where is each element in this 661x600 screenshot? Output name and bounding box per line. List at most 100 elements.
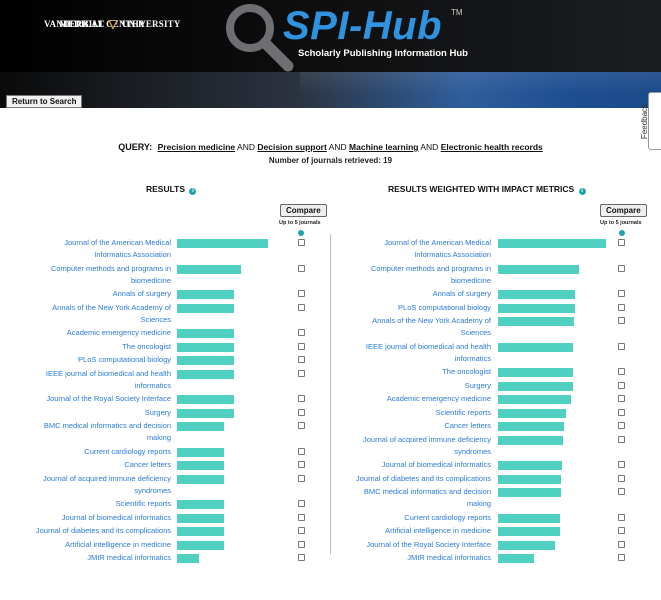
compare-checkbox[interactable]	[298, 513, 305, 521]
journal-link[interactable]: IEEE journal of biomedical and health inf…	[20, 368, 171, 392]
journal-link[interactable]: Surgery	[340, 380, 491, 392]
journal-link[interactable]: Scientific reports	[340, 407, 491, 419]
journal-link[interactable]: JMIR medical informatics	[340, 552, 491, 564]
compare-checkbox[interactable]	[298, 422, 305, 429]
journal-link[interactable]: Surgery	[20, 407, 171, 419]
journal-link[interactable]: PLoS computational biology	[340, 302, 491, 314]
journal-link[interactable]: Journal of biomedical informatics	[340, 459, 491, 471]
compare-checkbox[interactable]	[618, 422, 625, 429]
compare-checkbox[interactable]	[298, 329, 305, 336]
compare-limit-note: Up to 5 journals	[600, 220, 642, 226]
journal-link[interactable]: Academic emergency medicine	[340, 393, 491, 405]
feedback-tab[interactable]: Feedback	[640, 92, 661, 150]
journal-link[interactable]: Current cardiology reports	[340, 512, 491, 524]
journal-link[interactable]: IEEE journal of biomedical and health inf…	[340, 341, 491, 365]
journal-link[interactable]: The oncologist	[340, 366, 491, 378]
compare-checkbox[interactable]	[298, 554, 305, 561]
compare-checkbox[interactable]	[618, 408, 625, 416]
journal-link[interactable]: Journal of the American Medical Informati…	[20, 237, 171, 261]
compare-checkbox[interactable]	[618, 527, 625, 534]
journal-link[interactable]: Journal of acquired immune deficiency syn…	[340, 434, 491, 458]
journal-name-line: Current cardiology reports	[84, 446, 171, 456]
journal-link[interactable]: BMC medical informatics and decision maki…	[340, 486, 491, 510]
journal-link[interactable]: Journal of the American Medical Informati…	[340, 237, 491, 261]
compare-checkbox[interactable]	[298, 474, 305, 482]
journal-name-line: Journal of the Royal Society Interface	[46, 394, 171, 403]
compare-checkbox[interactable]	[298, 264, 305, 272]
compare-checkbox[interactable]	[618, 474, 625, 482]
vumc-logo[interactable]: VANDERBILT UNIVERSITY MEDICAL CENTER	[44, 18, 180, 31]
compare-checkbox[interactable]	[298, 447, 305, 455]
score-bar	[177, 527, 224, 536]
compare-checkbox[interactable]	[298, 395, 305, 402]
compare-checkbox[interactable]	[618, 488, 625, 495]
journal-link[interactable]: PLoS computational biology	[20, 354, 171, 366]
info-icon[interactable]	[619, 230, 625, 236]
compare-checkbox[interactable]	[618, 342, 625, 350]
journal-name-line: JMIR medical informatics	[87, 553, 171, 562]
compare-checkbox[interactable]	[618, 554, 625, 561]
compare-checkbox[interactable]	[618, 368, 625, 375]
compare-checkbox[interactable]	[298, 303, 305, 311]
compare-checkbox[interactable]	[618, 290, 625, 297]
compare-checkbox[interactable]	[618, 317, 625, 324]
journal-name-line: Computer methods and programs in	[370, 263, 491, 273]
compare-checkbox[interactable]	[618, 435, 625, 443]
journal-name-line: making	[146, 433, 171, 442]
compare-checkbox[interactable]	[298, 342, 305, 350]
journal-link[interactable]: Artificial intelligence in medicine	[20, 539, 171, 551]
score-bar	[177, 554, 199, 563]
journal-link[interactable]: Journal of the Royal Society Interface	[20, 393, 171, 405]
journal-link[interactable]: Journal of acquired immune deficiency syn…	[20, 473, 171, 497]
compare-checkbox[interactable]	[298, 527, 305, 534]
journal-link[interactable]: Computer methods and programs in biomedic…	[20, 263, 171, 287]
panel-divider	[330, 234, 331, 554]
compare-checkbox[interactable]	[298, 540, 305, 548]
info-icon[interactable]	[298, 230, 304, 236]
journal-link[interactable]: Current cardiology reports	[20, 446, 171, 458]
journal-link[interactable]: The oncologist	[20, 341, 171, 353]
journal-link[interactable]: Academic emergency medicine	[20, 327, 171, 339]
score-bar	[498, 381, 573, 391]
journal-link[interactable]: Annals of the New York Academy of Science…	[340, 315, 491, 339]
journal-name-line: Journal of diabetes and its complication…	[35, 526, 171, 535]
compare-checkbox[interactable]	[618, 513, 625, 521]
journal-link[interactable]: Journal of diabetes and its complication…	[20, 525, 171, 537]
journal-link[interactable]: Annals of surgery	[20, 288, 171, 300]
compare-checkbox[interactable]	[298, 290, 305, 297]
compare-checkbox[interactable]	[618, 395, 625, 402]
info-icon[interactable]: i	[189, 188, 197, 195]
journal-link[interactable]: Annals of the New York Academy of Science…	[20, 302, 171, 326]
journal-link[interactable]: Journal of biomedical informatics	[20, 512, 171, 524]
compare-button-weighted[interactable]: Compare	[600, 204, 647, 217]
compare-checkbox[interactable]	[618, 540, 625, 548]
journal-link[interactable]: Cancer letters	[340, 420, 491, 432]
info-icon[interactable]: i	[578, 188, 586, 195]
compare-checkbox[interactable]	[618, 264, 625, 272]
journal-link[interactable]: Journal of the Royal Society Interface	[340, 539, 491, 551]
compare-checkbox[interactable]	[618, 303, 625, 311]
compare-checkbox[interactable]	[618, 381, 625, 389]
score-bar	[498, 554, 534, 563]
journal-link[interactable]: Computer methods and programs in biomedic…	[340, 263, 491, 287]
compare-checkbox[interactable]	[298, 461, 305, 468]
score-bar	[498, 422, 564, 431]
journal-name-line: Artificial intelligence in medicine	[65, 539, 171, 549]
compare-checkbox[interactable]	[298, 369, 305, 377]
journal-link[interactable]: Journal of diabetes and its complication…	[340, 473, 491, 485]
compare-checkbox[interactable]	[298, 356, 305, 363]
return-to-search-button[interactable]: Return to Search	[6, 95, 83, 108]
compare-checkbox[interactable]	[298, 500, 305, 507]
compare-checkbox[interactable]	[298, 239, 305, 246]
journal-link[interactable]: Cancer letters	[20, 459, 171, 471]
compare-button-results[interactable]: Compare	[280, 204, 327, 217]
compare-checkbox[interactable]	[618, 461, 625, 468]
compare-checkbox[interactable]	[298, 408, 305, 416]
score-bar	[498, 435, 563, 445]
journal-link[interactable]: Scientific reports	[20, 498, 171, 510]
journal-link[interactable]: Annals of surgery	[340, 288, 491, 300]
compare-checkbox[interactable]	[618, 239, 625, 246]
journal-link[interactable]: JMIR medical informatics	[20, 552, 171, 564]
journal-link[interactable]: Artificial intelligence in medicine	[340, 525, 491, 537]
journal-link[interactable]: BMC medical informatics and decision maki…	[20, 420, 171, 444]
